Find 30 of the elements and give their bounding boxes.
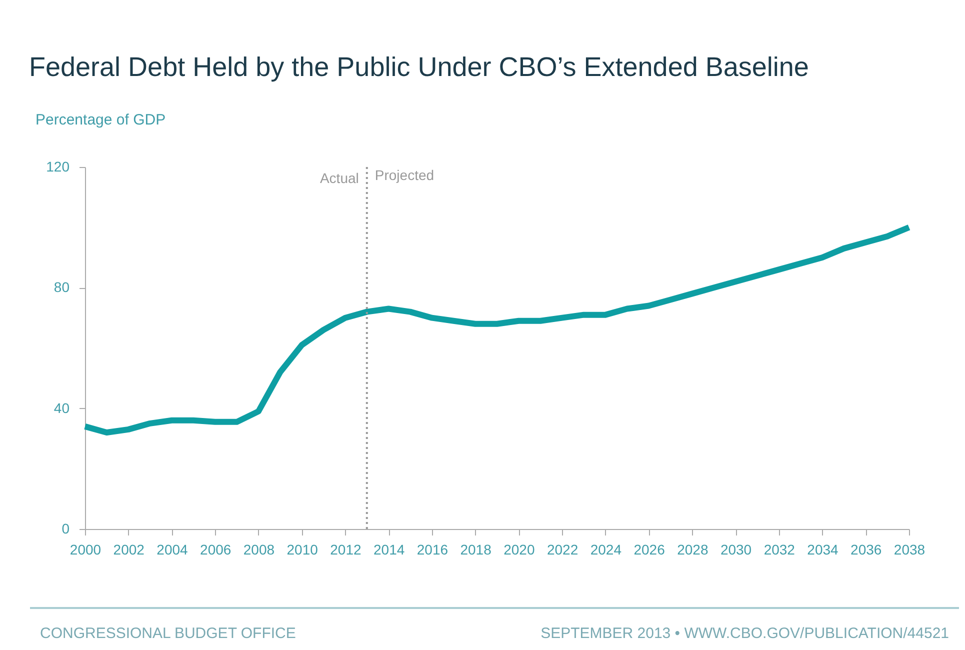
x-tick-label: 2008 [243, 542, 275, 558]
x-tick-label: 2020 [504, 542, 535, 558]
x-tick-label: 2018 [460, 542, 492, 558]
x-tick-label: 2032 [764, 542, 796, 558]
y-axis-title: Percentage of GDP [36, 112, 166, 128]
y-tick-label: 0 [62, 520, 70, 536]
chart-title: Federal Debt Held by the Public Under CBO’s Extended Baseline [29, 52, 809, 82]
x-tick-label: 2038 [894, 542, 926, 558]
y-tick-label: 120 [46, 158, 70, 174]
text: CONGRESSIONAL BUDGET OFFICE [40, 625, 296, 642]
x-tick-label: 2024 [590, 542, 622, 558]
x-tick-label: 2016 [416, 542, 448, 558]
annotation: Projected [374, 167, 434, 184]
y-tick-label: 80 [54, 279, 70, 296]
x-tick-label: 2022 [546, 542, 578, 558]
ref-line-label: Actual [320, 170, 359, 186]
x-tick-label: 2036 [850, 542, 882, 558]
x-tick-label: 2006 [200, 542, 232, 558]
x-tick-label: 2004 [156, 542, 188, 558]
x-tick-label: 2010 [286, 542, 318, 558]
x-tick-label: 2028 [677, 542, 708, 558]
x-tick-label: 2000 [70, 542, 102, 558]
text: SEPTEMBER 2013 • WWW.CBO.GOV/PUBLICATION/44521 [540, 625, 949, 642]
y-tick-label: 40 [54, 400, 70, 416]
x-tick-label: 2030 [720, 542, 752, 558]
x-tick-label: 2034 [807, 542, 839, 558]
x-tick-label: 2002 [113, 542, 145, 558]
x-tick-label: 2026 [634, 542, 666, 558]
x-tick-label: 2014 [374, 542, 405, 558]
x-tick-label: 2012 [330, 542, 362, 558]
